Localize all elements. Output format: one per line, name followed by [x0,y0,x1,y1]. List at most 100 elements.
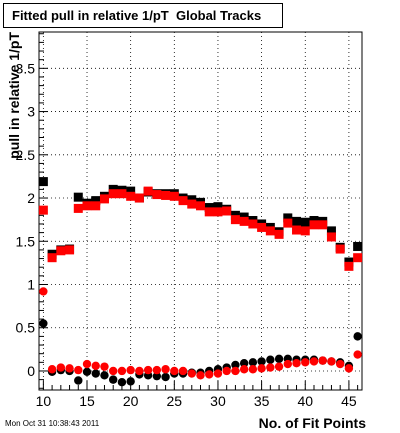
x-tick-label: 25 [167,393,183,409]
data-point-circle [205,370,214,379]
data-point-square [292,216,302,226]
timestamp-footer: Mon Oct 31 10:38:43 2011 [5,419,100,428]
data-point-circle [353,350,362,359]
data-point-square [292,225,302,235]
data-point-circle [344,364,354,373]
data-point-circle [248,358,258,367]
data-point-circle [222,366,231,376]
data-point-square [99,194,109,204]
x-tick-label: 20 [123,393,139,409]
y-tick-label: 3.5 [16,60,36,76]
data-point-square [91,196,101,206]
x-tick-label: 10 [36,393,52,409]
y-axis-label: pull in relative 1/pT [6,32,22,159]
data-point-circle [309,357,319,366]
data-point-circle [135,366,144,376]
y-tick-label: 0.5 [16,320,36,336]
data-point-square [196,201,205,211]
data-point-square [344,261,354,271]
data-point-circle [231,366,240,376]
data-point-square [257,222,267,232]
data-point-circle [239,365,249,374]
data-point-square [108,189,118,199]
data-point-square [283,218,293,228]
data-point-square [65,245,75,255]
data-point-square [117,189,127,199]
data-point-square [213,202,223,212]
data-point-square [300,217,310,227]
data-point-square [187,199,197,209]
data-point-circle [257,357,266,366]
data-point-circle [91,369,100,378]
data-point-circle [327,357,336,366]
data-point-square [152,190,162,200]
data-point-circle [39,319,48,328]
data-point-square [91,201,101,211]
data-point-circle [292,358,301,368]
data-point-circle [100,371,109,380]
data-point-circle [283,359,292,369]
data-point-square [134,193,144,203]
data-point-square [126,186,136,196]
y-tick-label: 2 [27,190,35,206]
x-tick-label: 15 [79,393,95,409]
data-point-square [283,213,293,223]
data-point-circle [39,287,48,296]
data-point-circle [266,355,275,364]
grid-lines [39,32,362,390]
data-point-square [300,226,310,236]
data-point-circle [257,364,266,373]
data-point-square [126,191,136,201]
data-point-circle [353,332,362,341]
data-point-square [204,207,214,217]
data-point-circle [74,365,83,375]
data-point-square [73,203,83,213]
y-tick-label: 1 [27,277,35,293]
data-point-circle [248,365,258,374]
data-point-square [309,220,319,230]
data-point-circle [74,376,83,385]
data-point-circle [126,365,135,375]
data-point-circle [266,363,275,372]
data-point-circle [82,359,92,369]
y-tick-label: 0 [27,363,35,379]
data-point-square [47,253,57,263]
data-point-square [326,226,336,236]
data-point-square [335,244,345,254]
x-tick-label: 30 [210,393,226,409]
data-point-circle [161,372,170,382]
data-point-circle [91,361,100,370]
y-tick-label: 1.5 [16,233,36,249]
data-point-circle [65,364,74,373]
plot-frame [38,31,363,391]
title-box: Fitted pull in relative 1/pT Global Trac… [3,3,283,28]
data-point-square [213,207,223,217]
data-point-circle [318,356,327,365]
data-point-circle [143,365,153,375]
data-point-circle [213,369,223,378]
x-tick-label: 45 [341,393,357,409]
y-tick-label: 2.5 [16,147,36,163]
data-point-circle [274,362,284,371]
data-point-circle [187,369,196,378]
data-point-square [239,216,249,226]
data-point-square [38,177,48,187]
data-point-circle [152,365,162,375]
data-point-square [326,232,336,242]
data-point-square [56,246,66,256]
x-tick-label: 40 [297,393,313,409]
data-point-circle [196,371,205,380]
data-point-circle [109,375,118,384]
data-point-circle [117,378,127,387]
data-point-circle [274,354,284,364]
data-point-square [248,219,258,229]
data-point-circle [117,366,127,376]
data-point-square [353,241,363,251]
x-tick-label: 35 [254,393,270,409]
data-point-circle [239,358,249,368]
data-point-circle [152,371,162,381]
data-point-square [82,201,92,211]
data-point-circle [126,377,135,386]
data-point-circle [231,360,240,370]
